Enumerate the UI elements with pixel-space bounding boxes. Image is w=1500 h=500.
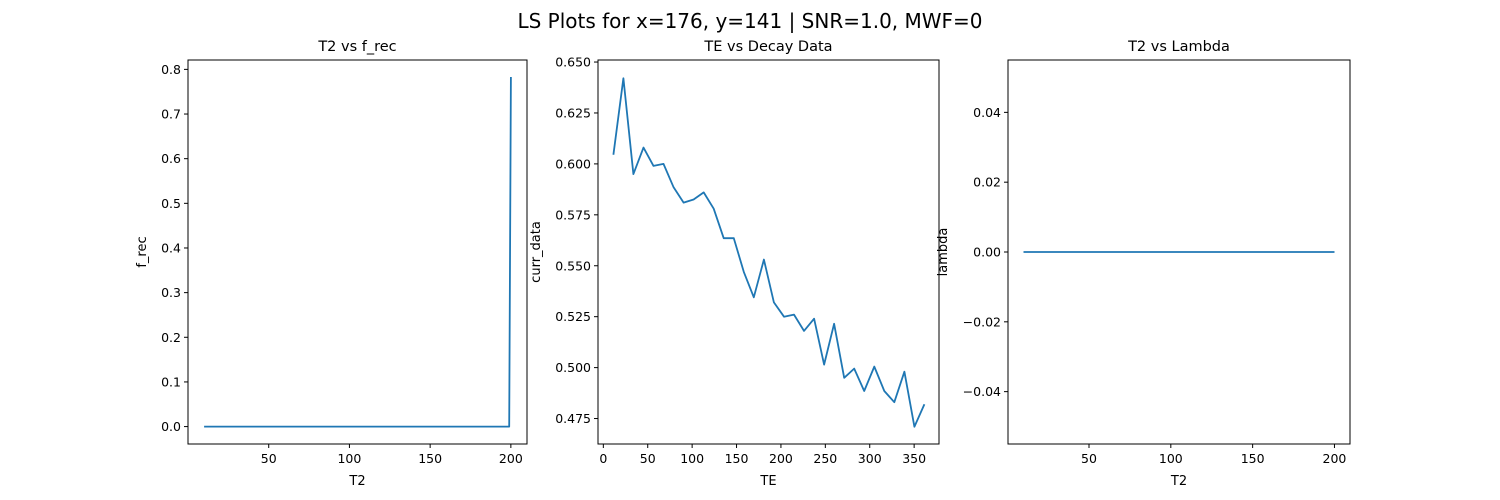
axes-frame bbox=[187, 59, 528, 445]
y-tick-label: 0.625 bbox=[555, 105, 591, 120]
subplot-title: TE vs Decay Data bbox=[703, 39, 832, 55]
subplot-title: T2 vs Lambda bbox=[1127, 39, 1230, 55]
x-tick-label: 300 bbox=[858, 451, 882, 466]
y-tick-label: 0.7 bbox=[161, 107, 181, 122]
x-tick-label: 150 bbox=[418, 451, 442, 466]
y-tick-label: 0.500 bbox=[555, 360, 591, 375]
x-tick-label: 0 bbox=[599, 451, 607, 466]
x-axis-label: TE bbox=[759, 474, 776, 489]
x-axis-label: T2 bbox=[1170, 474, 1187, 489]
x-tick-label: 100 bbox=[1159, 451, 1183, 466]
subplot-te-vs-decay-data: TE vs Decay Data TE curr_data 0 50 100 150 2… bbox=[529, 39, 940, 489]
subplot-t2-vs-f-rec: T2 vs f_rec T2 f_rec 50 100 150 200 0.0 0.1 0.… bbox=[135, 39, 528, 489]
series-line bbox=[204, 76, 512, 428]
axes-frame bbox=[597, 59, 940, 445]
subplot-title: T2 vs f_rec bbox=[317, 39, 396, 55]
x-tick-label: 200 bbox=[1323, 451, 1347, 466]
series-line bbox=[612, 77, 926, 428]
y-tick-label: −0.04 bbox=[963, 384, 1001, 399]
y-tick-label: 0.650 bbox=[555, 55, 591, 70]
x-tick-label: 200 bbox=[499, 451, 523, 466]
y-tick-label: 0.8 bbox=[161, 62, 181, 77]
x-tick-label: 350 bbox=[902, 451, 926, 466]
plot-area bbox=[612, 77, 926, 428]
y-tick-label: 0.02 bbox=[973, 175, 1001, 190]
y-tick-label: 0.1 bbox=[161, 374, 181, 389]
x-tick-label: 100 bbox=[680, 451, 704, 466]
x-tick-label: 250 bbox=[813, 451, 837, 466]
x-tick-label: 150 bbox=[725, 451, 749, 466]
x-tick-label: 100 bbox=[337, 451, 361, 466]
y-tick-label: 0.575 bbox=[555, 207, 591, 222]
y-tick-label: 0.2 bbox=[161, 330, 181, 345]
y-tick-label: 0.4 bbox=[161, 240, 181, 255]
x-tick-label: 200 bbox=[769, 451, 793, 466]
y-tick-label: 0.550 bbox=[555, 258, 591, 273]
figure-suptitle: LS Plots for x=176, y=141 | SNR=1.0, MWF… bbox=[517, 9, 982, 33]
y-tick-label: 0.600 bbox=[555, 156, 591, 171]
y-axis-label: f_rec bbox=[135, 236, 150, 267]
y-axis-label: curr_data bbox=[529, 221, 544, 283]
subplot-t2-vs-lambda: T2 vs Lambda T2 lambda 50 100 150 200 −0.04 −… bbox=[936, 39, 1351, 489]
x-tick-label: 150 bbox=[1241, 451, 1265, 466]
x-axis-label: T2 bbox=[348, 474, 365, 489]
y-tick-label: 0.6 bbox=[161, 151, 181, 166]
y-tick-label: 0.04 bbox=[973, 105, 1001, 120]
y-tick-label: 0.0 bbox=[161, 419, 181, 434]
y-tick-label: 0.475 bbox=[555, 411, 591, 426]
y-tick-label: 0.5 bbox=[161, 196, 181, 211]
y-axis-label: lambda bbox=[936, 228, 951, 277]
y-tick-label: 0.00 bbox=[973, 245, 1001, 260]
x-tick-label: 50 bbox=[640, 451, 656, 466]
x-tick-label: 50 bbox=[1081, 451, 1097, 466]
y-tick-label: 0.3 bbox=[161, 285, 181, 300]
x-tick-label: 50 bbox=[261, 451, 277, 466]
y-tick-label: 0.525 bbox=[555, 309, 591, 324]
plot-area bbox=[204, 76, 512, 428]
y-tick-label: −0.02 bbox=[963, 314, 1001, 329]
